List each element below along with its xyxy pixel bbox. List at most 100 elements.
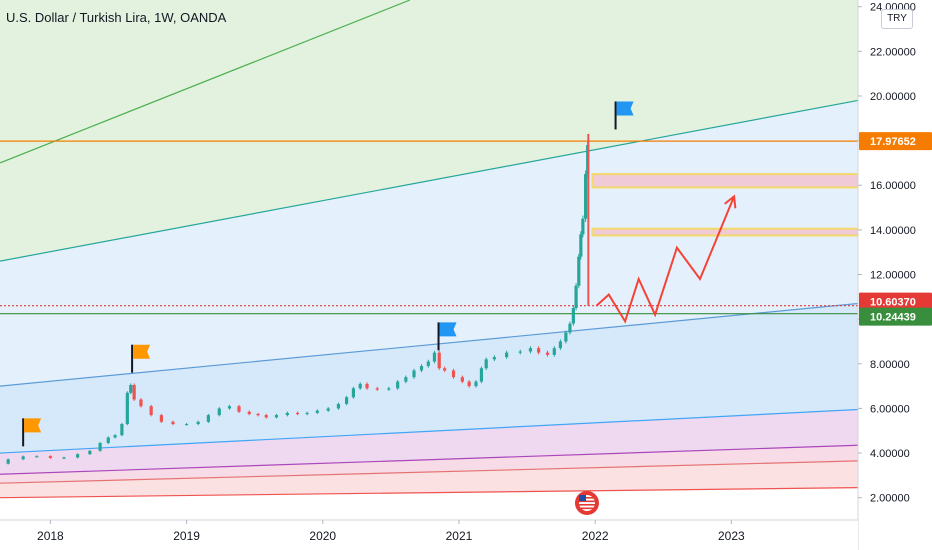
candle-body (443, 368, 447, 371)
flag-icon (131, 344, 151, 373)
economic-event-icon (574, 491, 599, 515)
candle-body (206, 415, 210, 422)
candle-body (375, 388, 379, 390)
candle-body (285, 412, 289, 416)
x-tick-label: 2019 (173, 529, 200, 543)
x-tick-label: 2018 (37, 529, 64, 543)
channel-bands (0, 0, 858, 498)
event-stripe (578, 497, 595, 499)
y-tick-label: 14.00000 (870, 225, 916, 237)
candle-body (387, 388, 391, 390)
flags (22, 101, 634, 515)
price-badge (859, 292, 932, 311)
candle-body (574, 285, 578, 308)
x-tick-label: 2021 (446, 529, 473, 543)
candle-body (584, 174, 588, 219)
flag-cloth (24, 418, 42, 433)
flag-cloth (439, 322, 457, 337)
candle-body (568, 323, 572, 333)
candle-body (351, 388, 356, 398)
channel-line-2 (0, 302, 859, 387)
event-stripe (578, 500, 595, 503)
candle-body (256, 413, 260, 416)
currency-selector[interactable]: TRY (881, 9, 913, 29)
y-tick-label: 2.00000 (870, 493, 910, 505)
candle-body (345, 397, 349, 404)
time-axis-bg (0, 520, 858, 550)
channel-line-3 (0, 408, 859, 454)
candle-body (404, 377, 408, 382)
candle-body (196, 421, 200, 425)
flag-icon (22, 418, 42, 447)
candle-body (139, 399, 143, 407)
candle-body (184, 424, 189, 426)
candle-body (579, 234, 583, 257)
candle-body (62, 457, 66, 459)
channel-lines (0, 0, 859, 499)
band-green (0, 0, 858, 262)
candle-body (451, 370, 456, 378)
price-series (6, 133, 590, 465)
candle-body (412, 370, 416, 378)
y-tick-label: 22.00000 (870, 46, 916, 58)
band-blue-upper (0, 100, 858, 387)
candle-body (247, 411, 251, 414)
candle-body (237, 406, 241, 412)
x-tick-label: 2022 (582, 529, 609, 543)
candle-body (113, 435, 117, 438)
flag-cloth (616, 101, 634, 116)
candle-body (365, 383, 369, 389)
candle-body (295, 412, 300, 415)
y-tick-label: 8.00000 (870, 359, 910, 371)
candle-body (358, 383, 362, 389)
projection-path (595, 194, 737, 324)
candle-body (505, 352, 509, 358)
band-red (0, 460, 858, 498)
y-tick-label: 20.00000 (870, 91, 916, 103)
flag-cloth (133, 344, 151, 359)
candle-body (149, 406, 153, 416)
candle-body (132, 384, 136, 400)
projection-line (595, 196, 736, 324)
candle-body (558, 341, 563, 349)
resistance-zone-1 (591, 227, 860, 237)
candle-body (21, 456, 25, 460)
candle-body (577, 256, 581, 286)
y-tick-label: 16.00000 (870, 180, 916, 192)
candle-body (217, 408, 221, 416)
candle-body (437, 352, 441, 369)
candle-body (484, 359, 488, 369)
price-badge-label: 17.97652 (870, 136, 916, 148)
price-badge-label: 10.60370 (870, 297, 916, 309)
candle-body (98, 443, 102, 451)
price-badge (859, 307, 932, 326)
candle-body (171, 421, 175, 425)
price-badge-label: 10.24439 (870, 312, 916, 324)
y-tick-label: 6.00000 (870, 403, 910, 415)
channel-line-4 (0, 444, 859, 475)
candle-body (88, 450, 92, 455)
price-axis-bg (858, 0, 932, 550)
candle-body (518, 351, 522, 353)
x-tick-label: 2023 (718, 529, 745, 543)
candle-body (467, 381, 471, 387)
candle-body (305, 412, 309, 415)
candle-body (106, 437, 110, 444)
candle-body (552, 348, 556, 355)
channel-line-6 (0, 487, 859, 499)
channel-line-5 (0, 460, 859, 484)
candle-body (48, 456, 52, 458)
candle-body (264, 415, 268, 418)
channel-line-1 (0, 99, 859, 262)
candle-body (581, 218, 585, 235)
candle-body (460, 377, 464, 382)
y-tick-label: 12.00000 (870, 270, 916, 282)
candle-body (545, 352, 550, 355)
band-pink (0, 445, 858, 484)
candle-body (336, 403, 341, 409)
candle-body (571, 307, 575, 324)
candle-body (76, 454, 80, 458)
candle-body (419, 366, 424, 371)
